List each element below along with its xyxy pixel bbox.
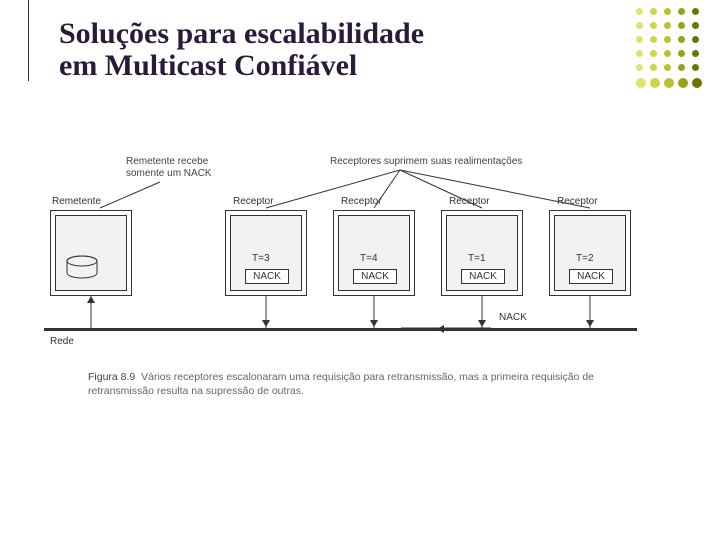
figure-caption: Figura 8.9 Vários receptores escalonaram… (88, 370, 648, 398)
sender-box (50, 210, 132, 296)
database-icon (65, 255, 99, 281)
receiver-label: Receptor (341, 196, 382, 207)
receiver-label: Receptor (233, 196, 274, 207)
network-bus (44, 328, 637, 331)
receiver-label: Receptor (449, 196, 490, 207)
network-label: Rede (50, 336, 74, 347)
decorative-dots (636, 8, 706, 92)
receiver-timer: T=3 (252, 253, 270, 264)
nack-on-wire: NACK (499, 312, 527, 323)
sender-label: Remetente (52, 196, 101, 207)
receiver-box: T=4 NACK (333, 210, 415, 296)
figure-text: Vários receptores escalonaram uma requis… (88, 371, 594, 397)
figure-number: Figura 8.9 (88, 371, 135, 383)
receiver-label: Receptor (557, 196, 598, 207)
title-line-1: Soluções para escalabilidade (59, 17, 424, 50)
nack-box: NACK (569, 269, 613, 284)
nack-box: NACK (461, 269, 505, 284)
receiver-box: T=1 NACK (441, 210, 523, 296)
annotation-receivers: Receptores suprimem suas realimentações (330, 156, 522, 168)
receiver-box: T=2 NACK (549, 210, 631, 296)
title-block: Soluções para escalabilidade em Multicas… (28, 0, 548, 81)
receiver-timer: T=2 (576, 253, 594, 264)
receiver-timer: T=4 (360, 253, 378, 264)
annotation-sender: Remetente recebe somente um NACK (126, 156, 212, 179)
nack-box: NACK (245, 269, 289, 284)
receiver-box: T=3 NACK (225, 210, 307, 296)
title-line-2: em Multicast Confiável (59, 49, 357, 82)
diagram: Remetente recebe somente um NACK Recepto… (40, 160, 680, 420)
nack-box: NACK (353, 269, 397, 284)
receiver-timer: T=1 (468, 253, 486, 264)
page-title: Soluções para escalabilidade em Multicas… (59, 18, 518, 81)
